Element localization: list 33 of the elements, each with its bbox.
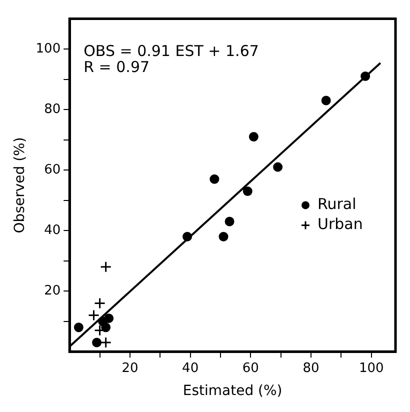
x-tick-label: 60 [242, 360, 259, 376]
point [218, 232, 228, 242]
x-tick-label: 40 [182, 360, 199, 376]
point [94, 297, 106, 309]
y-tick-label: 80 [44, 102, 61, 117]
point [182, 232, 192, 242]
point [88, 310, 100, 322]
point [248, 132, 258, 142]
x-tick-label: 20 [122, 360, 138, 376]
point [224, 216, 234, 226]
point [104, 314, 114, 324]
y-tick-label: 20 [44, 283, 61, 298]
point [101, 322, 111, 332]
point [321, 96, 331, 106]
legend-label: Rural [318, 195, 356, 214]
x-tick-label: 100 [358, 360, 384, 376]
point [360, 72, 370, 82]
y-tick-label: 40 [44, 222, 61, 238]
annotation: OBS = 0.91 EST + 1.67 [84, 42, 259, 60]
x-axis-title: Estimated (%) [182, 383, 282, 400]
annotation: R = 0.97 [84, 58, 150, 76]
point [100, 336, 112, 348]
legend-label: Urban [318, 215, 363, 234]
y-tick-label: 60 [44, 162, 61, 178]
point [74, 322, 84, 332]
y-tick-label: 100 [36, 41, 61, 56]
point [242, 186, 252, 196]
point [92, 338, 102, 348]
y-axis-title: Observed (%) [12, 137, 28, 234]
x-tick-label: 80 [302, 360, 320, 376]
point [273, 162, 283, 172]
point [100, 261, 112, 273]
point [210, 174, 220, 184]
